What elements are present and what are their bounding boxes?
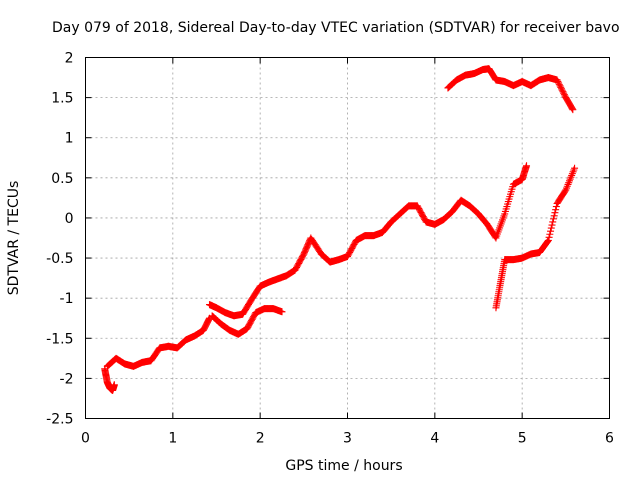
x-tick-label: 2	[256, 431, 265, 447]
data-point	[544, 236, 552, 244]
data-point	[569, 106, 577, 114]
data-point	[556, 82, 564, 90]
data-points	[101, 65, 579, 394]
y-tick-label: 0.5	[51, 171, 73, 187]
data-point	[557, 83, 565, 91]
y-tick-label: -1.5	[46, 331, 73, 347]
data-point	[523, 162, 531, 170]
y-tick-label: -2	[60, 371, 74, 387]
data-point	[552, 206, 560, 214]
series-track-6	[444, 65, 577, 114]
data-point	[558, 86, 566, 94]
data-point	[110, 381, 118, 389]
data-point	[561, 187, 569, 195]
data-point	[278, 308, 286, 316]
series-track-1	[101, 365, 118, 394]
data-point	[557, 85, 565, 93]
chart-title: Day 079 of 2018, Sidereal Day-to-day VTE…	[52, 20, 620, 36]
data-point	[547, 227, 555, 235]
y-tick-label: -2.5	[46, 412, 73, 428]
y-tick-labels: -2.5 -2 -1.5 -1 -0.5 0 0.5 1 1.5 2	[46, 51, 73, 428]
y-tick-label: -0.5	[46, 251, 73, 267]
data-point	[549, 218, 557, 226]
data-point	[571, 164, 579, 172]
x-tick-label: 4	[430, 431, 439, 447]
data-point	[550, 212, 558, 220]
data-point	[552, 203, 560, 211]
data-point	[555, 79, 563, 87]
data-point	[546, 230, 554, 238]
y-tick-label: 0	[65, 211, 74, 227]
data-point	[551, 209, 559, 217]
grid	[85, 57, 610, 419]
plot-frame	[85, 57, 610, 419]
series-track-5	[492, 164, 579, 312]
y-axis-label: SDTVAR / TECUs	[6, 181, 22, 296]
data-point	[560, 91, 568, 99]
y-tick-label: 1	[65, 131, 74, 147]
x-tick-label: 5	[518, 431, 527, 447]
data-point	[553, 76, 561, 84]
series-track-3	[206, 162, 531, 320]
data-point	[554, 77, 562, 85]
x-tick-label: 6	[605, 431, 614, 447]
data-point	[568, 105, 576, 113]
series-track-4	[208, 305, 286, 338]
data-point	[545, 233, 553, 241]
series-track-2	[103, 314, 214, 370]
data-point	[547, 224, 555, 232]
x-axis-label: GPS time / hours	[285, 458, 402, 474]
data-point	[544, 237, 552, 245]
y-tick-label: 1.5	[51, 91, 73, 107]
data-point	[559, 88, 567, 96]
data-point	[549, 215, 557, 223]
data-point	[548, 221, 556, 229]
x-tick-label: 0	[81, 431, 90, 447]
x-tick-labels: 0 1 2 3 4 5 6	[81, 431, 614, 447]
y-tick-label: -1	[60, 291, 74, 307]
data-point	[555, 80, 563, 88]
y-tick-label: 2	[65, 51, 74, 67]
data-point	[560, 89, 568, 97]
x-tick-label: 3	[343, 431, 352, 447]
x-tick-label: 1	[168, 431, 177, 447]
